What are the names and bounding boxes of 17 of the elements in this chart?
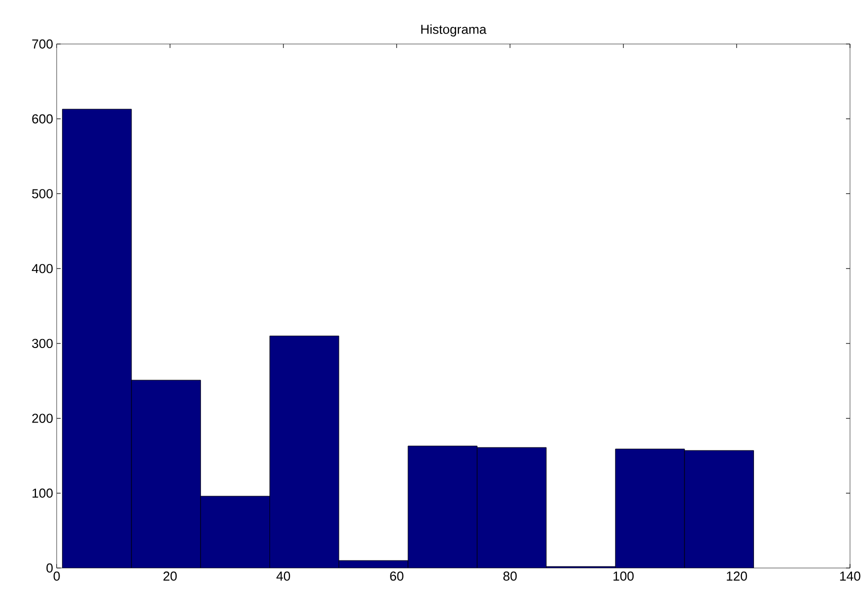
x-tick-label: 20 <box>163 572 177 581</box>
y-tick-label: 500 <box>32 189 53 198</box>
x-tick-label: 140 <box>840 572 860 581</box>
y-tick-label: 0 <box>46 563 53 573</box>
y-tick-label: 300 <box>32 338 53 348</box>
x-tick-label: 0 <box>54 572 60 581</box>
x-tick-label: 40 <box>276 572 290 581</box>
chart-title: Histograma <box>421 24 486 36</box>
y-tick-label: 400 <box>32 264 53 274</box>
x-tick-label: 100 <box>614 572 634 581</box>
x-tick-label: 60 <box>390 572 404 581</box>
y-tick-label: 100 <box>32 488 53 498</box>
y-tick-label: 600 <box>32 114 53 124</box>
x-tick-label: 120 <box>726 572 747 581</box>
x-tick-label: 80 <box>503 572 517 581</box>
y-tick-label: 200 <box>32 414 53 423</box>
y-tick-label: 700 <box>32 39 53 49</box>
